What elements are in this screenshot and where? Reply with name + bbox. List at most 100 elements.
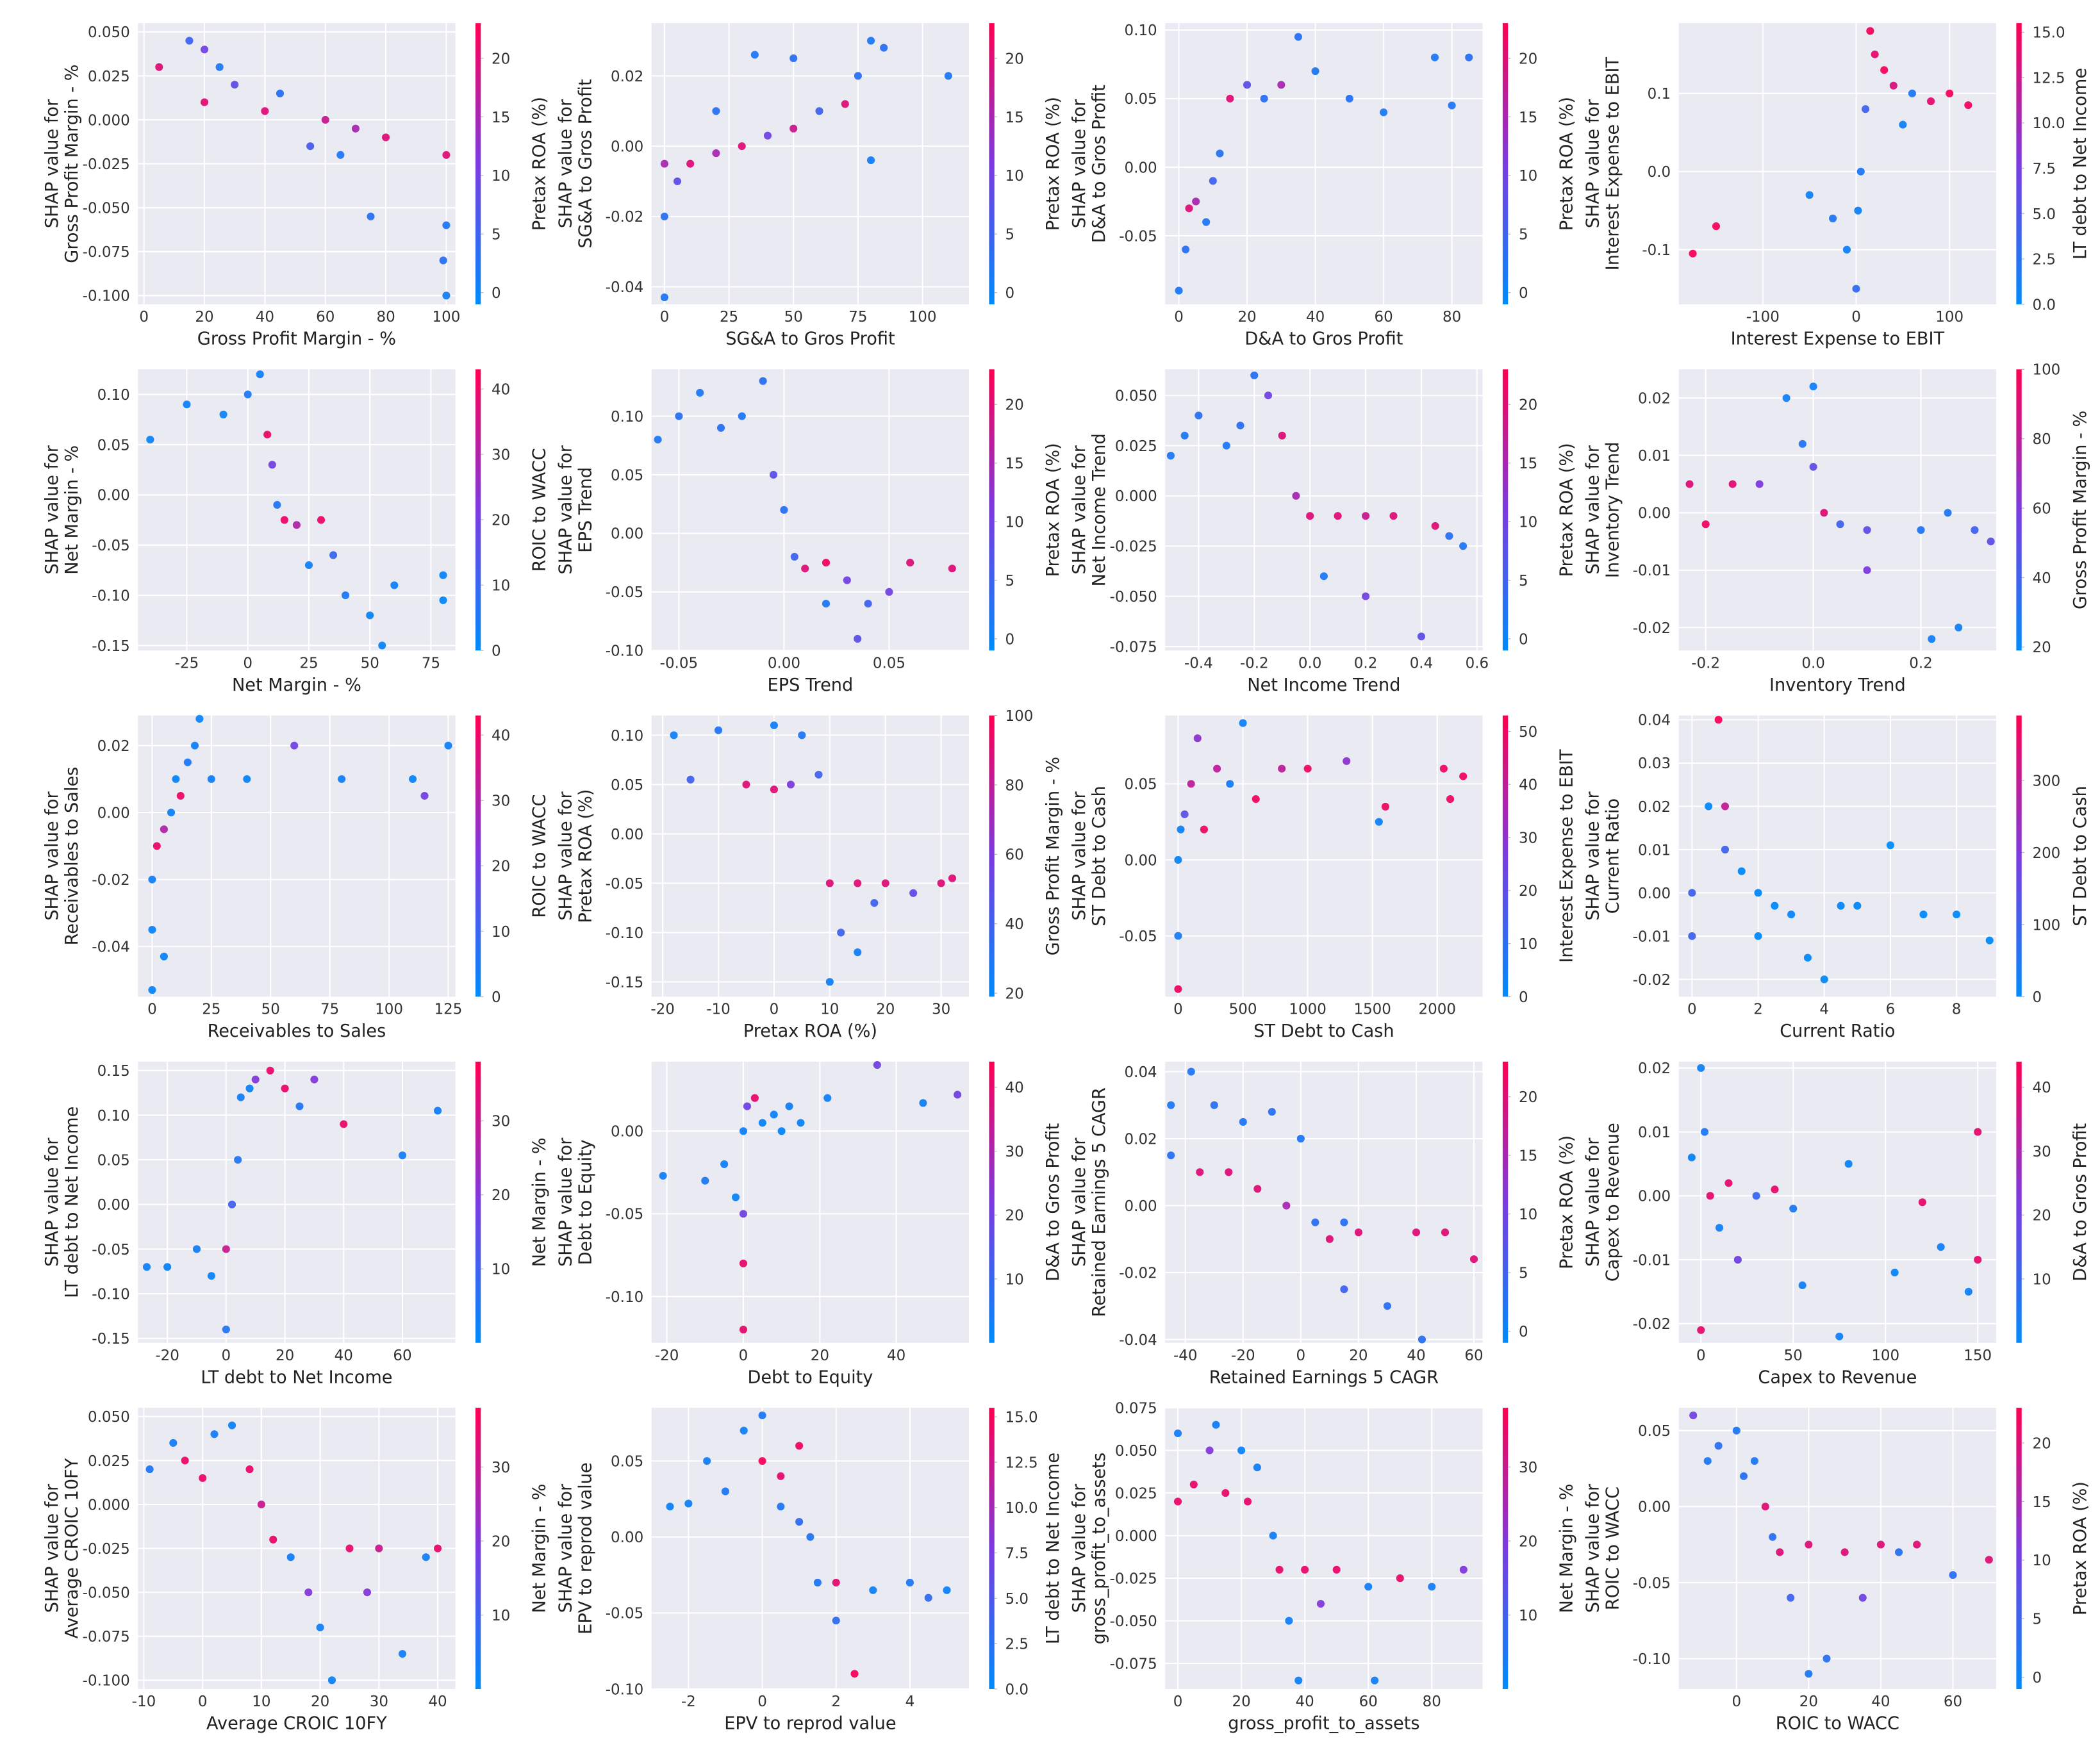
point — [738, 412, 746, 420]
colorbar-label: Net Margin - % — [1557, 1484, 1577, 1613]
point — [864, 600, 872, 608]
colorbar-tick-label: 20 — [1519, 883, 1537, 900]
point — [1863, 566, 1871, 574]
y-tick-label: -0.02 — [606, 209, 643, 226]
y-axis-label: D&A to Gros Profit — [1089, 85, 1109, 243]
colorbar-tick-label: 5 — [1519, 573, 1528, 589]
x-tick-label: 40 — [428, 1693, 447, 1710]
x-axis-label: Capex to Revenue — [1758, 1367, 1917, 1387]
x-axis-label: gross_profit_to_assets — [1228, 1714, 1419, 1734]
point — [1755, 480, 1764, 488]
colorbar-tick-label: 15.0 — [2032, 25, 2065, 42]
x-tick-label: 20 — [1232, 1693, 1250, 1710]
y-tick-label: -0.050 — [1110, 589, 1157, 606]
point — [696, 388, 704, 397]
y-tick-label: 0.025 — [1115, 1485, 1157, 1502]
point — [1301, 1565, 1309, 1574]
point — [1311, 67, 1319, 76]
x-tick-label: 10 — [820, 1001, 839, 1018]
point — [1964, 1287, 1972, 1296]
colorbar — [989, 1408, 995, 1689]
colorbar-tick-label: 10 — [1519, 936, 1537, 953]
y-tick-label: -0.10 — [606, 643, 643, 660]
point — [1182, 245, 1190, 254]
point — [1733, 1256, 1742, 1264]
y-tick-label: -0.15 — [92, 1331, 129, 1347]
point — [163, 1263, 172, 1271]
point — [345, 1544, 354, 1553]
point — [148, 985, 156, 994]
x-tick-label: 0 — [198, 1693, 208, 1710]
point — [1237, 1446, 1246, 1454]
colorbar-tick-label: 5 — [1519, 227, 1528, 243]
colorbar-tick-label: 5.0 — [1005, 1591, 1029, 1608]
point — [832, 1578, 840, 1586]
point — [1343, 757, 1351, 765]
point — [1380, 108, 1388, 117]
x-tick-label: 0 — [222, 1347, 231, 1364]
point — [1260, 94, 1268, 103]
x-tick-label: 0 — [1696, 1347, 1706, 1364]
point — [185, 37, 194, 45]
point — [866, 156, 875, 165]
point — [1389, 512, 1398, 520]
y-axis-label: SHAP value for — [1070, 1137, 1089, 1267]
point — [1459, 772, 1468, 780]
colorbar-tick-label: 100 — [1005, 708, 1033, 725]
point — [1964, 101, 1972, 110]
point — [1754, 889, 1762, 897]
x-tick-label: 40 — [335, 1347, 353, 1364]
x-axis-label: Pretax ROA (%) — [743, 1021, 877, 1041]
point — [148, 925, 156, 934]
y-tick-label: 0.10 — [611, 409, 643, 425]
point — [342, 591, 350, 600]
colorbar-tick-label: 20 — [492, 512, 510, 529]
y-axis-label: SHAP value for — [1070, 1483, 1089, 1613]
colorbar-tick-label: 20 — [2032, 639, 2051, 656]
point — [1886, 841, 1894, 850]
y-axis-label: SHAP value for — [1583, 1483, 1603, 1613]
point — [1944, 509, 1952, 517]
colorbar-tick-label: 40 — [1005, 1080, 1023, 1096]
y-tick-label: 0.000 — [1115, 488, 1157, 505]
y-tick-label: 0.000 — [88, 112, 130, 129]
point — [769, 470, 778, 479]
point — [1294, 1676, 1303, 1685]
x-tick-label: 8 — [1952, 1001, 1962, 1018]
x-axis-label: Current Ratio — [1780, 1021, 1895, 1041]
x-tick-label: 25 — [202, 1001, 220, 1018]
colorbar-label: ROIC to WACC — [530, 794, 550, 918]
x-tick-label: -100 — [1746, 309, 1780, 325]
point — [660, 293, 668, 302]
x-tick-label: 60 — [1359, 1693, 1378, 1710]
point — [1174, 985, 1182, 993]
x-axis-label: Net Margin - % — [232, 675, 361, 695]
x-tick-label: 0.00 — [768, 655, 800, 672]
point — [169, 1438, 178, 1447]
point — [1345, 94, 1353, 103]
point — [739, 1326, 748, 1334]
point — [841, 100, 849, 108]
colorbar-label: Gross Profit Margin - % — [1043, 757, 1063, 955]
colorbar-tick-label: 0 — [1519, 631, 1528, 648]
y-tick-label: 0.00 — [1638, 1189, 1671, 1205]
x-tick-label: 75 — [320, 1001, 339, 1018]
colorbar-tick-label: 5 — [1005, 227, 1014, 243]
point — [1205, 1446, 1214, 1454]
point — [1721, 802, 1730, 811]
plot-area — [1165, 715, 1483, 997]
colorbar-tick-label: 7.5 — [2032, 161, 2056, 177]
x-tick-label: 100 — [375, 1001, 403, 1018]
colorbar-tick-label: 20 — [1005, 51, 1023, 67]
point — [1714, 1442, 1723, 1450]
colorbar-tick-label: 10 — [492, 1608, 510, 1624]
x-tick-label: 150 — [1964, 1347, 1992, 1364]
point — [659, 1171, 667, 1180]
x-axis-label: Net Income Trend — [1247, 675, 1400, 695]
point — [1805, 1540, 1813, 1549]
point — [832, 1617, 840, 1625]
point — [660, 160, 668, 168]
point — [1175, 286, 1183, 295]
point — [1253, 1185, 1262, 1193]
y-axis-label: SHAP value for — [42, 1483, 62, 1613]
